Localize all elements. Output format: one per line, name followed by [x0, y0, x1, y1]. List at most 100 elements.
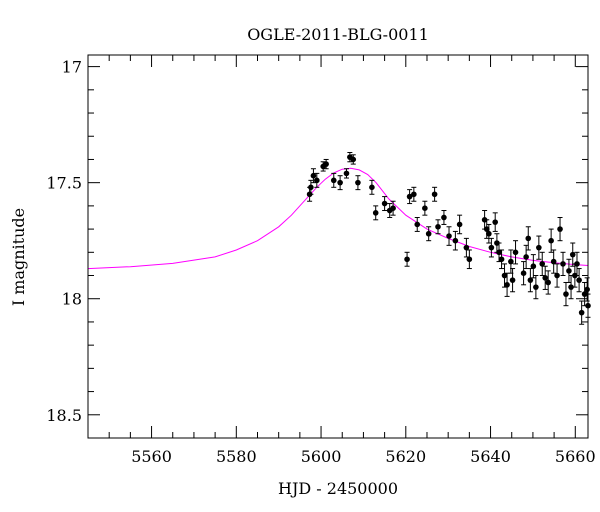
data-point-marker [525, 235, 532, 242]
data-point [520, 261, 527, 286]
data-point-marker [566, 268, 572, 274]
data-point-marker [466, 256, 473, 263]
data-point-marker [355, 179, 361, 186]
data-point [542, 265, 549, 290]
data-point [414, 216, 421, 232]
data-point [411, 186, 417, 202]
data-point-marker [431, 191, 438, 198]
data-point [425, 226, 432, 242]
data-point [545, 270, 551, 295]
data-point [372, 205, 379, 221]
data-point-marker [545, 279, 551, 286]
data-point-marker [411, 191, 417, 198]
data-point-marker [554, 272, 560, 279]
data-point [533, 275, 539, 300]
data-point-marker [523, 254, 529, 260]
data-point-marker [578, 309, 585, 316]
data-point-marker [452, 237, 459, 244]
data-point [404, 251, 410, 267]
data-point [369, 179, 375, 195]
data-point-marker [520, 270, 527, 276]
data-point-marker [581, 291, 588, 297]
x-tick-label: 5560 [131, 447, 172, 466]
data-point-marker [498, 256, 505, 263]
data-point [310, 168, 317, 184]
data-point-marker [542, 275, 549, 281]
data-point-marker [422, 205, 428, 211]
data-point [566, 258, 572, 283]
data-point-marker [323, 161, 329, 167]
data-point-marker [509, 277, 516, 283]
data-point-marker [568, 284, 574, 290]
data-point [330, 172, 337, 188]
data-point [323, 158, 329, 170]
data-point [435, 219, 441, 235]
data-point-marker [414, 221, 421, 228]
data-point [308, 179, 314, 195]
data-point-marker [488, 244, 495, 251]
data-point [536, 235, 542, 260]
data-point [568, 275, 574, 300]
data-point [446, 226, 452, 246]
x-tick-label: 5600 [301, 447, 342, 466]
data-point-marker [337, 179, 343, 186]
data-point-marker [372, 210, 379, 216]
data-point-marker [527, 277, 534, 283]
data-point-marker [435, 223, 441, 230]
data-point-marker [550, 258, 557, 265]
data-point-marker [584, 286, 590, 293]
data-point [576, 268, 582, 293]
data-point [509, 268, 516, 293]
y-tick-label: 18 [62, 290, 82, 309]
data-point [350, 154, 357, 165]
data-point-marker [533, 284, 539, 290]
data-point-marker [496, 249, 502, 256]
data-point-marker [563, 291, 569, 297]
data-point-marker [536, 244, 542, 251]
data-point-marker [446, 233, 452, 239]
data-point-marker [576, 277, 582, 283]
data-point [539, 251, 546, 277]
data-point-marker [557, 226, 563, 232]
data-point-marker [574, 261, 580, 267]
data-point [557, 216, 563, 242]
data-point-marker [381, 200, 388, 207]
data-point-marker [330, 177, 337, 184]
data-point-marker [569, 251, 576, 258]
data-point-marker [314, 177, 320, 184]
data-point-marker [456, 221, 463, 228]
data-point [488, 237, 495, 258]
data-point [527, 268, 534, 293]
data-point-marker [350, 156, 357, 163]
y-tick-label: 17.5 [46, 174, 82, 193]
data-point-marker [310, 172, 317, 179]
data-point [463, 237, 470, 258]
data-point [492, 212, 499, 232]
x-tick-label: 5580 [216, 447, 257, 466]
data-point-marker [404, 256, 410, 263]
data-point [466, 249, 473, 270]
data-point-marker [548, 237, 554, 244]
y-tick-label: 18.5 [46, 406, 82, 425]
data-points-layer [306, 151, 591, 325]
data-point-marker [486, 230, 492, 237]
chart-title: OGLE-2011-BLG-0011 [247, 25, 429, 44]
data-point [406, 189, 413, 205]
data-point-marker [530, 263, 537, 270]
data-point-marker [308, 184, 314, 191]
data-point [530, 254, 537, 279]
axis-ticks [87, 55, 588, 439]
data-point [431, 186, 438, 202]
data-point-marker [512, 249, 519, 256]
data-point [486, 223, 492, 244]
data-point-marker [560, 261, 566, 267]
x-tick-label: 5660 [555, 447, 596, 466]
data-point-marker [425, 230, 432, 237]
data-point [320, 161, 326, 172]
data-point [452, 230, 459, 251]
data-point [584, 277, 590, 302]
y-tick-label: 17 [62, 58, 82, 77]
data-point-marker [539, 261, 546, 267]
plot-frame [87, 54, 589, 439]
data-point-marker [441, 214, 447, 221]
